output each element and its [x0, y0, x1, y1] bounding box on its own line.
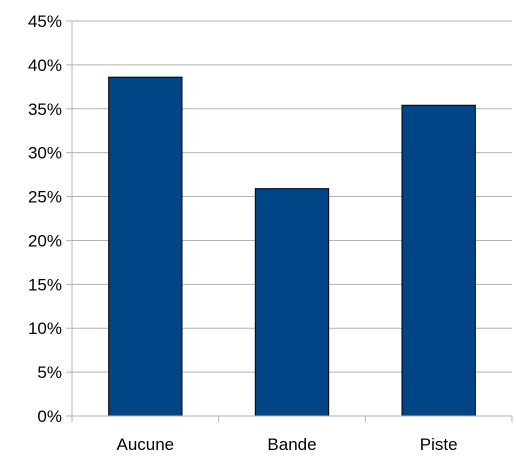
y-tick-label: 35% — [28, 100, 62, 119]
y-tick-labels: 0% 5% 10% 15% 20% 25% 30% 35% 40% 45% — [28, 12, 62, 426]
y-tick-label: 30% — [28, 144, 62, 163]
y-tick-label: 40% — [28, 56, 62, 75]
y-tick-label: 45% — [28, 12, 62, 31]
x-category-labels: Aucune Bande Piste — [116, 435, 457, 454]
x-category-label: Bande — [267, 435, 316, 454]
y-tick-label: 0% — [37, 407, 62, 426]
y-tick-label: 5% — [37, 363, 62, 382]
bars — [108, 76, 476, 417]
y-tick-label: 20% — [28, 231, 62, 250]
x-category-label: Aucune — [116, 435, 174, 454]
bar-piste — [401, 104, 476, 417]
bar-aucune — [108, 76, 183, 417]
y-tick-label: 15% — [28, 275, 62, 294]
y-tick-label: 25% — [28, 188, 62, 207]
y-tick-label: 10% — [28, 319, 62, 338]
x-category-label: Piste — [420, 435, 458, 454]
bar-bande — [254, 188, 330, 417]
axes — [66, 20, 513, 422]
